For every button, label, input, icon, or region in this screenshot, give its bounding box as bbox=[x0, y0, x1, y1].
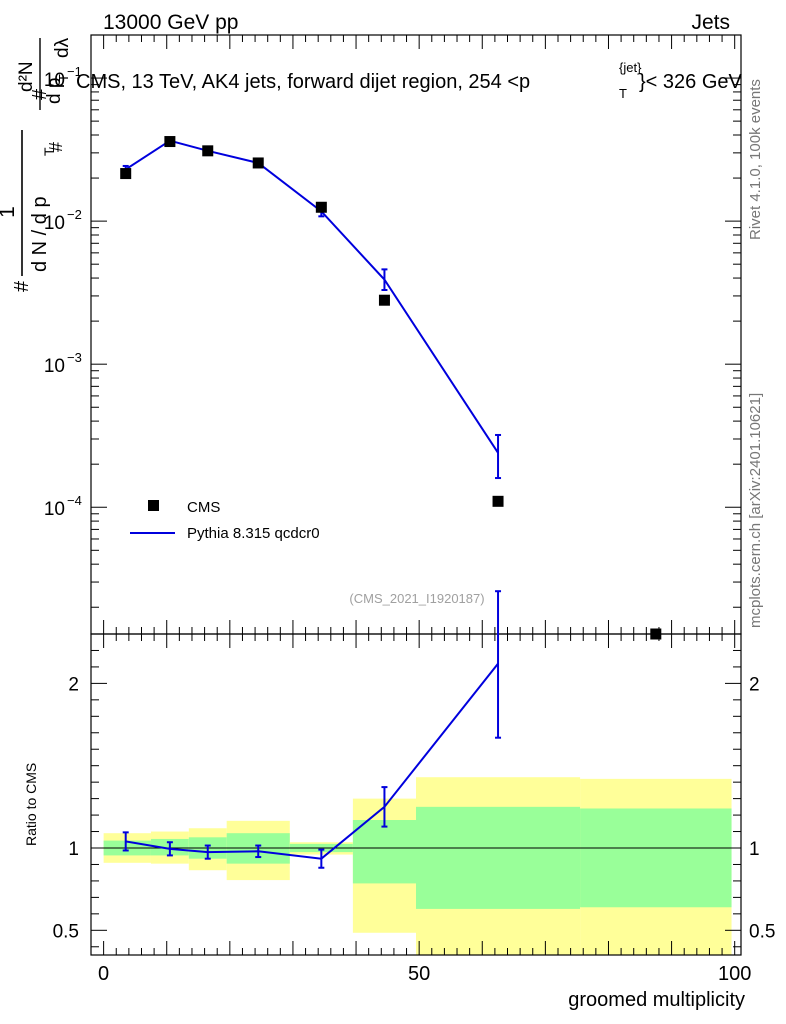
pythia-line bbox=[125, 139, 499, 454]
ylabel-frac2-den-sub: T bbox=[56, 74, 71, 82]
main-ytick-label-base: 10 bbox=[44, 499, 65, 520]
ylabel-frac2-num: d²N bbox=[16, 61, 37, 92]
ylabel-hash3: # bbox=[11, 280, 33, 292]
cms-marker bbox=[252, 157, 264, 169]
legend-cms-label: CMS bbox=[187, 499, 220, 516]
main-frame bbox=[90, 34, 742, 635]
ratio-frame bbox=[90, 633, 742, 956]
title-sub: T bbox=[619, 86, 627, 101]
ylabel-num: 1 bbox=[0, 206, 19, 218]
ratio-panel: 0 50 100 0.5 0.5 1 1 2 2 bbox=[53, 590, 775, 985]
ratio-ytick-label-left: 2 bbox=[68, 674, 79, 695]
ratio-ytick-label-right: 0.5 bbox=[749, 921, 775, 942]
main-ytick-label-base: 10 bbox=[44, 213, 65, 234]
cms-marker bbox=[492, 495, 504, 507]
legend-pythia-label: Pythia 8.315 qcdcr0 bbox=[187, 525, 320, 542]
ylabel-dlambda: dλ bbox=[52, 37, 73, 58]
ratio-xtick-label: 100 bbox=[718, 963, 751, 985]
main-ytick-label-exp: −3 bbox=[67, 350, 82, 365]
ratio-band-inner bbox=[352, 820, 416, 884]
cms-marker bbox=[120, 168, 132, 180]
xlabel: groomed multiplicity bbox=[568, 989, 745, 1011]
ratio-pythia-line bbox=[125, 663, 499, 860]
main-ytick-label-base: 10 bbox=[44, 70, 65, 91]
ratio-band-inner bbox=[580, 808, 732, 908]
ylabel-frac2-den: d p bbox=[44, 78, 65, 104]
cms-marker bbox=[202, 145, 214, 157]
header-left: 13000 GeV pp bbox=[103, 11, 238, 34]
cms-marker bbox=[315, 201, 327, 213]
watermark: (CMS_2021_I1920187) bbox=[349, 591, 484, 606]
title-sup: {jet} bbox=[619, 60, 642, 75]
ylabel-hash1: # bbox=[46, 142, 66, 152]
ratio-ytick-label-right: 2 bbox=[749, 674, 760, 695]
cms-marker bbox=[378, 294, 390, 306]
ylabel-den: d N / d p bbox=[29, 196, 51, 272]
ylabel-den-sub: T bbox=[41, 147, 57, 156]
header-right: Jets bbox=[691, 11, 730, 34]
main-panel: 10−110−210−310−4 bbox=[44, 34, 742, 640]
title-suffix: }< 326 GeV bbox=[639, 71, 743, 93]
legend-cms-marker bbox=[148, 500, 159, 511]
ratio-ytick-label-right: 1 bbox=[749, 839, 760, 860]
ratio-ytick-label-left: 0.5 bbox=[53, 921, 79, 942]
ratio-ytick-label-left: 1 bbox=[68, 839, 79, 860]
ratio-xtick-label: 0 bbox=[98, 963, 109, 985]
rivet-label: Rivet 4.1.0, 100k events bbox=[747, 79, 764, 240]
main-ytick-label-exp: −4 bbox=[67, 493, 82, 508]
main-ytick-label-base: 10 bbox=[44, 356, 65, 377]
main-ytick-label-exp: −1 bbox=[67, 64, 82, 79]
legend: CMS Pythia 8.315 qcdcr0 bbox=[130, 499, 320, 542]
ratio-xtick-label: 50 bbox=[408, 963, 430, 985]
cms-marker bbox=[164, 136, 176, 148]
plot-title: CMS, 13 TeV, AK4 jets, forward dijet reg… bbox=[76, 60, 743, 101]
ylabel-top: # 1 d N / d p T # # d²N d p T dλ bbox=[0, 37, 73, 292]
ratio-band-inner bbox=[416, 806, 581, 909]
main-ytick-label-exp: −2 bbox=[67, 207, 82, 222]
mcplots-label: mcplots.cern.ch [arXiv:2401.10621] bbox=[747, 393, 764, 628]
title-prefix: CMS, 13 TeV, AK4 jets, forward dijet reg… bbox=[76, 71, 530, 93]
ylabel-ratio: Ratio to CMS bbox=[23, 763, 39, 846]
